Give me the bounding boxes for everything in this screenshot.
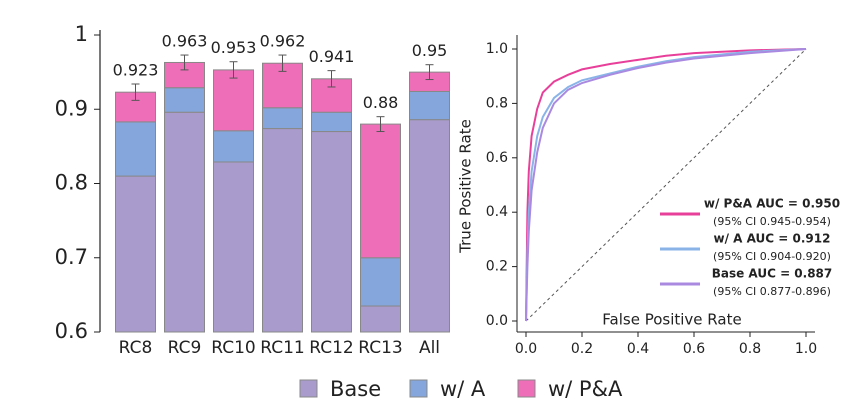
total-label: 0.941 — [309, 47, 355, 66]
y-tick-label: 0.6 — [55, 319, 88, 343]
x-tick-label: RC10 — [211, 338, 255, 358]
y-tick-label: 1.0 — [486, 41, 508, 57]
bar-segment — [164, 111, 205, 333]
bar-segment — [360, 123, 401, 259]
total-label: 0.95 — [412, 41, 448, 60]
roc-curve — [525, 48, 807, 322]
x-tick-label: 0.4 — [627, 341, 649, 357]
bar-segment — [213, 130, 254, 163]
y-tick-label: 0.7 — [55, 245, 88, 269]
legend-swatch — [517, 379, 536, 398]
total-label: 0.88 — [363, 93, 399, 112]
y-tick-label: 0.8 — [55, 171, 88, 195]
chance-line — [525, 48, 807, 322]
bar-segment — [213, 69, 254, 132]
legend-ci: (95% CI 0.877-0.896) — [713, 285, 831, 298]
x-tick-label: RC12 — [309, 338, 353, 358]
y-tick-label: 0.4 — [486, 204, 508, 220]
legend-label: Base AUC = 0.887 — [712, 267, 833, 281]
x-tick-label: RC11 — [260, 338, 304, 358]
legend-swatch — [299, 379, 318, 398]
legend-label: w/ P&A AUC = 0.950 — [704, 197, 840, 211]
y-tick-label: 0.8 — [486, 95, 508, 111]
bar-segment — [262, 107, 303, 130]
legend-label: w/ A AUC = 0.912 — [714, 232, 831, 246]
legend-ci: (95% CI 0.904-0.920) — [713, 250, 831, 263]
bar-segment — [360, 305, 401, 333]
bar-segment — [115, 175, 156, 333]
x-tick-label: RC8 — [119, 338, 153, 358]
bar-segment — [409, 119, 450, 333]
legend-ci: (95% CI 0.945-0.954) — [713, 215, 831, 228]
y-tick-label: 0.9 — [55, 96, 88, 120]
bar-segment — [164, 87, 205, 113]
bar-segment — [115, 121, 156, 177]
bar-segment — [262, 128, 303, 333]
y-tick-label: 0.2 — [486, 259, 508, 275]
bar-segment — [409, 90, 450, 121]
bar-segment — [311, 111, 352, 133]
y-tick-label: 1 — [75, 22, 88, 46]
total-label: 0.962 — [260, 32, 306, 51]
y-tick-label: 0.0 — [486, 313, 508, 329]
roc-curve — [525, 48, 807, 322]
legend-label: w/ A — [440, 377, 486, 401]
total-label: 0.923 — [113, 61, 159, 80]
legend-swatch — [409, 379, 428, 398]
bar-segment — [213, 161, 254, 333]
x-tick-label: All — [419, 338, 440, 358]
bar-segment — [311, 131, 352, 333]
legend-label: w/ P&A — [548, 377, 623, 401]
bar-segment — [360, 257, 401, 307]
y-axis-label: True Positive Rate — [457, 119, 475, 254]
x-axis-label: False Positive Rate — [602, 311, 741, 329]
x-tick-label: 0.8 — [739, 341, 761, 357]
legend-label: Base — [330, 377, 381, 401]
x-tick-label: 0.2 — [571, 341, 593, 357]
x-tick-label: 0.6 — [683, 341, 705, 357]
roc-curve — [525, 48, 807, 322]
x-tick-label: 1.0 — [795, 341, 817, 357]
x-tick-label: 0.0 — [515, 341, 537, 357]
x-tick-label: RC13 — [358, 338, 402, 358]
x-tick-label: RC9 — [168, 338, 202, 358]
total-label: 0.963 — [162, 32, 208, 51]
total-label: 0.953 — [211, 38, 257, 57]
y-tick-label: 0.6 — [486, 150, 508, 166]
